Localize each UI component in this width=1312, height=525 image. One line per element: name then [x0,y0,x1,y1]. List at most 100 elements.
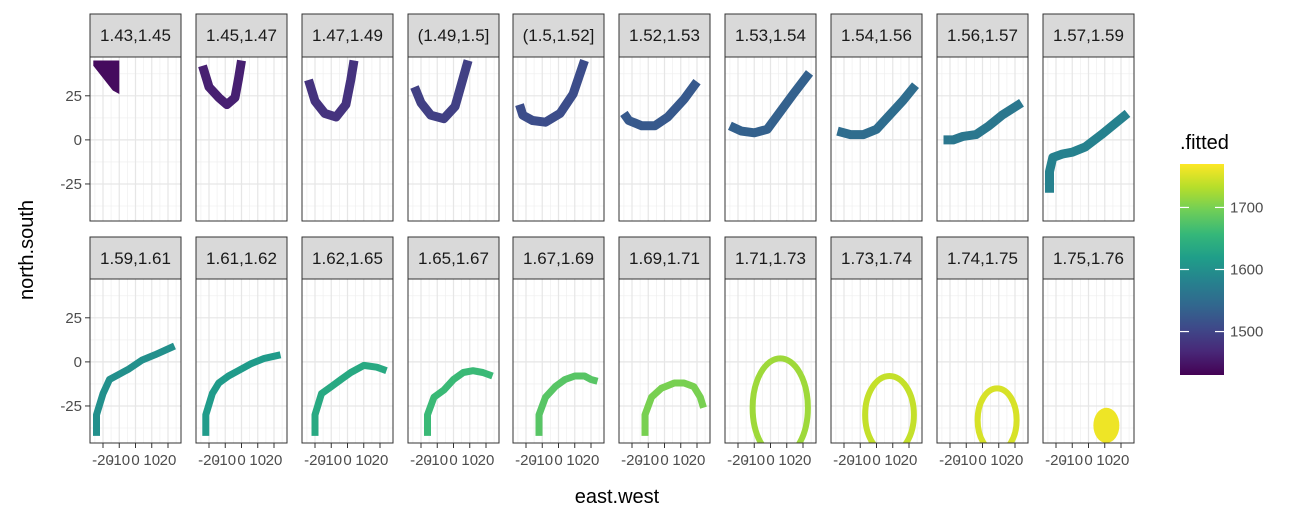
facet-strip-label: 1.56,1.57 [947,26,1018,45]
facet-panel: 1.62,1.65 [301,236,394,444]
facet-strip-label: 1.65,1.67 [418,249,489,268]
facet-strip [1042,13,1135,58]
panel-border [407,56,500,222]
panel-border [89,56,182,222]
facet-strip-label: (1.49,1.5] [418,26,490,45]
panel-data [424,367,494,436]
legend-tick-label: 1500 [1230,324,1263,341]
facet-panel: 1.47,1.49 [301,13,394,222]
facet-strip-label: 1.47,1.49 [312,26,383,45]
panel-data [862,373,917,443]
facet-panel: (1.49,1.5] [407,13,500,222]
fitted-region [304,59,359,122]
x-tick-label: -20 [833,452,855,469]
panel-data [311,361,388,436]
x-tick-label: -10 [214,452,236,469]
facet-panel: 1.43,1.45 [89,13,182,222]
x-tick-label: 0 [449,452,457,469]
y-axis-title: north.south [16,200,38,300]
panel-border [512,56,605,222]
facet-strip-label: 1.69,1.71 [629,249,700,268]
x-tick-label: 10 [1096,452,1113,469]
facet-strip-label: 1.53,1.54 [735,26,806,45]
facet-strip-label: 1.73,1.74 [841,249,912,268]
y-tick-label: 25 [65,310,82,327]
fitted-region [1093,407,1120,443]
x-tick-label: 0 [131,452,139,469]
x-tick-label: -20 [727,452,749,469]
x-tick-label: 10 [566,452,583,469]
y-tick-label: 25 [65,88,82,105]
fitted-region [311,361,388,436]
panel-data [93,342,176,436]
x-tick-label: 10 [672,452,689,469]
x-tick-label: 10 [249,452,266,469]
facet-strip-label: 1.71,1.73 [735,249,806,268]
panel-border [195,56,288,222]
facet-strip [618,236,711,280]
x-tick-label: -20 [1045,452,1067,469]
fitted-region [410,59,473,124]
panel-data [304,59,359,122]
facet-strip-label: 1.67,1.69 [523,249,594,268]
fitted-region [515,59,589,127]
facet-strip-label: 1.62,1.65 [312,249,383,268]
facet-strip-label: 1.45,1.47 [206,26,277,45]
fitted-region [862,373,917,443]
fitted-region [1045,109,1131,193]
facet-panel: (1.5,1.52] [512,13,605,222]
y-tick-label: 0 [74,132,82,149]
fitted-region [93,342,176,436]
facet-strip [936,236,1029,280]
x-tick-label: 0 [660,452,668,469]
y-tick-label: 0 [74,354,82,371]
facet-strip [830,13,923,58]
x-tick-label: -10 [426,452,448,469]
fitted-region [974,385,1020,443]
facet-panel: 1.53,1.54 [724,13,817,222]
panel-data [1093,407,1120,443]
facet-strip-label: 1.52,1.53 [629,26,700,45]
panel-data [93,60,120,94]
fitted-region [836,82,919,140]
fitted-region [202,351,282,436]
fitted-region [535,372,599,436]
panel-border [301,56,394,222]
fitted-region [424,367,494,436]
fitted-region [943,99,1024,145]
panel-border [1042,56,1135,222]
x-tick-label: 10 [461,452,478,469]
panel-data [728,70,814,138]
panel-data [535,372,599,436]
facet-panel: 1.59,1.61 [89,236,182,444]
facet-panel: 1.57,1.59 [1042,13,1135,222]
facet-strip-label: 1.61,1.62 [206,249,277,268]
x-tick-label: 10 [990,452,1007,469]
facet-strip-label: 1.57,1.59 [1053,26,1124,45]
x-axes: -20-10 0 10 20 -20-10 0 10 20 -20-10 0 10 20 -20-10 0… [92,443,1129,469]
panel-data [202,351,282,436]
x-tick-label: -20 [515,452,537,469]
panel-border [724,56,817,222]
x-tick-label: 20 [372,452,389,469]
x-tick-label: -10 [637,452,659,469]
panel-border [936,56,1029,222]
facet-strip [89,13,182,58]
panel-data [410,59,473,124]
x-tick-label: -10 [1061,452,1083,469]
facet-strip-label: 1.43,1.45 [100,26,171,45]
fitted-region [620,79,701,131]
panel-data [836,82,919,140]
panel-data [641,379,707,436]
x-tick-label: 20 [266,452,283,469]
x-tick-label: -10 [743,452,765,469]
x-tick-label: 20 [901,452,918,469]
facet-strip [724,236,817,280]
x-tick-label: -20 [92,452,114,469]
x-tick-label: -20 [939,452,961,469]
facet-strip [830,236,923,280]
x-tick-label: 10 [884,452,901,469]
facet-strip-label: 1.74,1.75 [947,249,1018,268]
x-tick-label: -20 [410,452,432,469]
facet-panel: 1.74,1.75 [936,236,1029,444]
